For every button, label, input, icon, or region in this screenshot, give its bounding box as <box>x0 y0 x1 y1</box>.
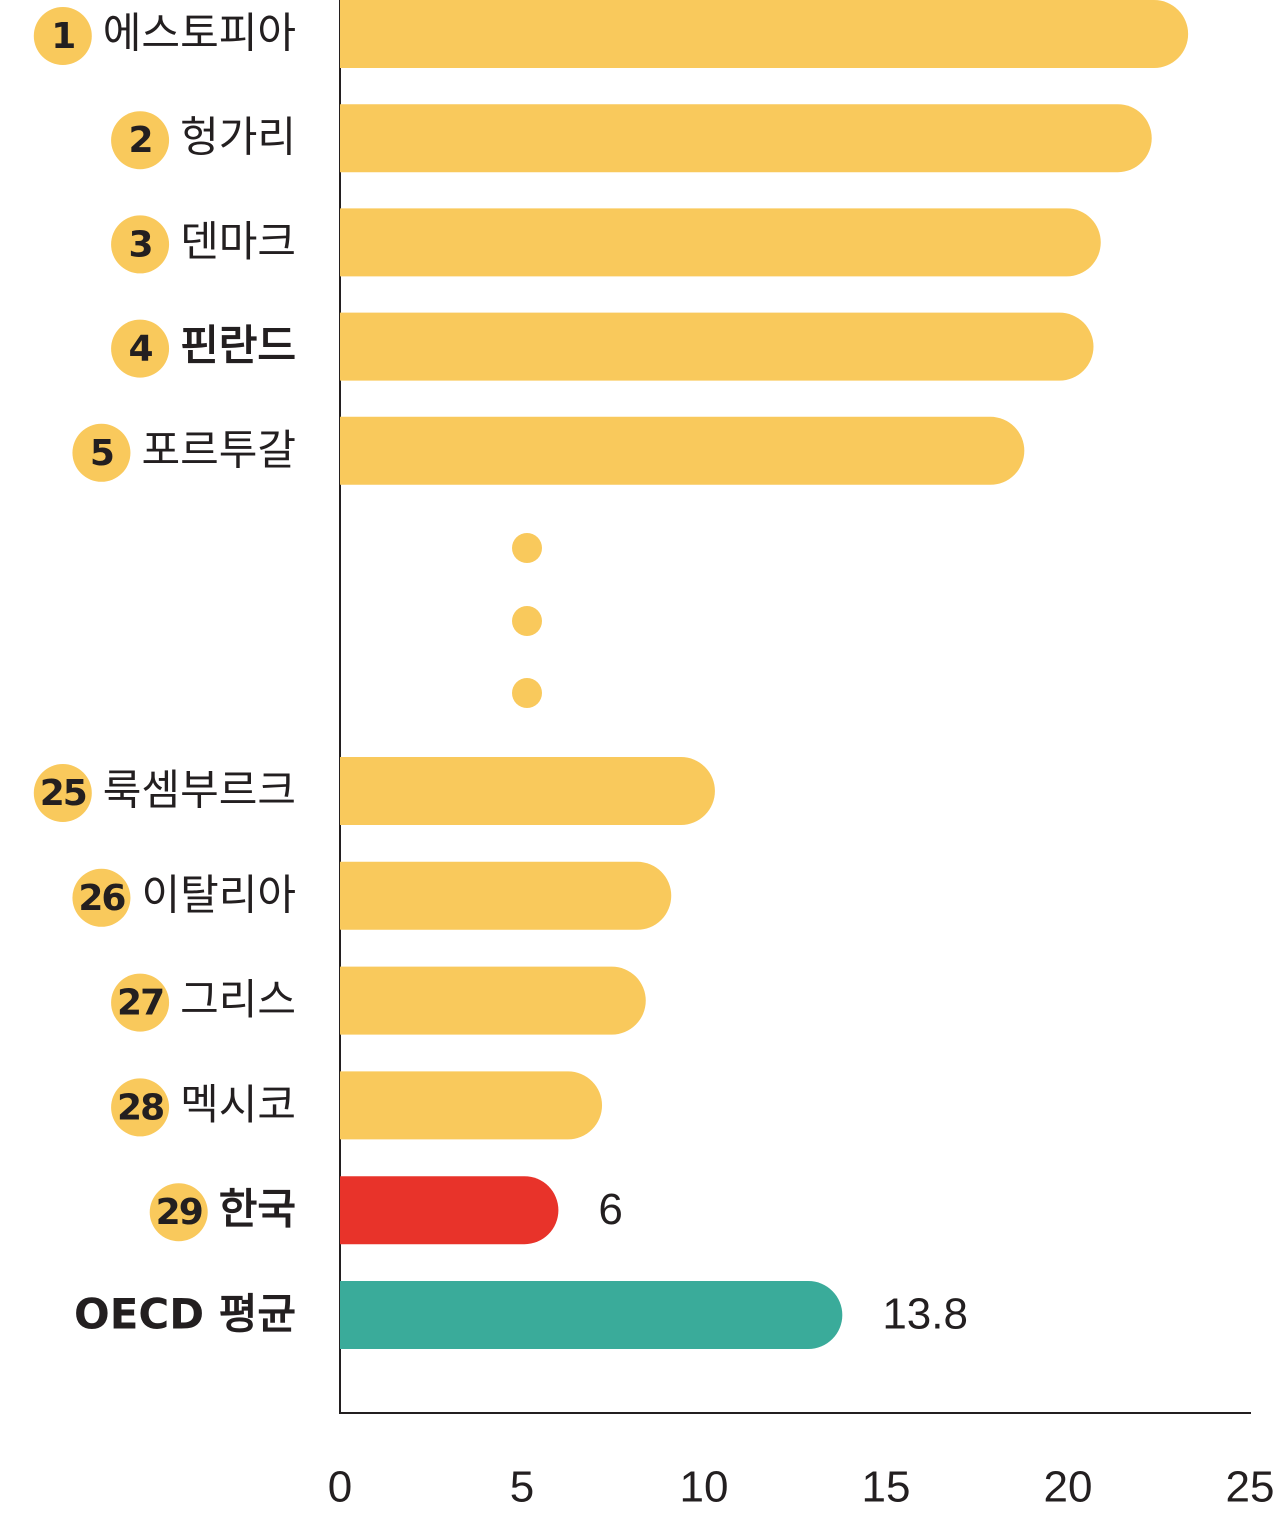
category-label: 멕시코 <box>180 1080 296 1129</box>
bar <box>340 208 1101 277</box>
rank-badge <box>72 868 131 927</box>
rank-badge <box>111 973 170 1032</box>
ellipsis-dot <box>512 533 542 563</box>
rank-label: 5 <box>90 433 113 474</box>
category-label: OECD 평균 <box>74 1290 296 1339</box>
category-label: 이탈리아 <box>141 870 296 919</box>
category-label: 한국 <box>219 1185 296 1234</box>
x-tick-label: 10 <box>680 1463 729 1512</box>
bar <box>340 416 1025 485</box>
rank-badge <box>111 111 170 170</box>
x-tick-label: 20 <box>1044 1463 1093 1512</box>
bar <box>340 1281 843 1349</box>
bar <box>340 861 672 930</box>
bar <box>340 104 1152 173</box>
rank-label: 29 <box>156 1192 202 1233</box>
rank-label: 2 <box>129 120 152 161</box>
bar <box>340 0 1189 68</box>
rank-label: 28 <box>117 1087 163 1128</box>
rank-badge <box>72 423 131 482</box>
value-label: 6 <box>598 1185 622 1234</box>
bar <box>340 757 715 825</box>
rank-badge <box>33 764 92 822</box>
category-label: 헝가리 <box>180 113 296 162</box>
bar <box>340 1176 559 1245</box>
category-label: 포르투갈 <box>141 425 296 474</box>
bar <box>340 1071 603 1140</box>
x-tick-label: 5 <box>510 1463 534 1512</box>
rank-badge <box>111 1078 170 1137</box>
ellipsis-dot <box>512 606 542 636</box>
ellipsis-dot <box>512 678 542 708</box>
rank-badge <box>111 215 170 274</box>
bar <box>340 312 1094 381</box>
rank-label: 25 <box>40 773 86 814</box>
rank-badge <box>33 7 92 65</box>
value-label: 13.8 <box>882 1290 968 1339</box>
category-label: 룩셈부르크 <box>103 766 296 815</box>
category-label: 덴마크 <box>180 217 296 266</box>
category-label: 핀란드 <box>180 321 296 370</box>
rank-label: 1 <box>51 16 74 57</box>
rank-badge <box>149 1183 208 1242</box>
category-label: 그리스 <box>180 975 296 1024</box>
rank-label: 26 <box>78 878 125 919</box>
rank-label: 27 <box>117 983 163 1024</box>
category-label: 에스토피아 <box>103 9 296 58</box>
rank-label: 3 <box>129 224 152 265</box>
bar <box>340 966 646 1035</box>
x-tick-label: 25 <box>1226 1463 1275 1512</box>
rank-badge <box>111 319 170 378</box>
x-tick-label: 0 <box>328 1463 352 1512</box>
rank-label: 4 <box>129 329 153 370</box>
x-tick-label: 15 <box>862 1463 911 1512</box>
